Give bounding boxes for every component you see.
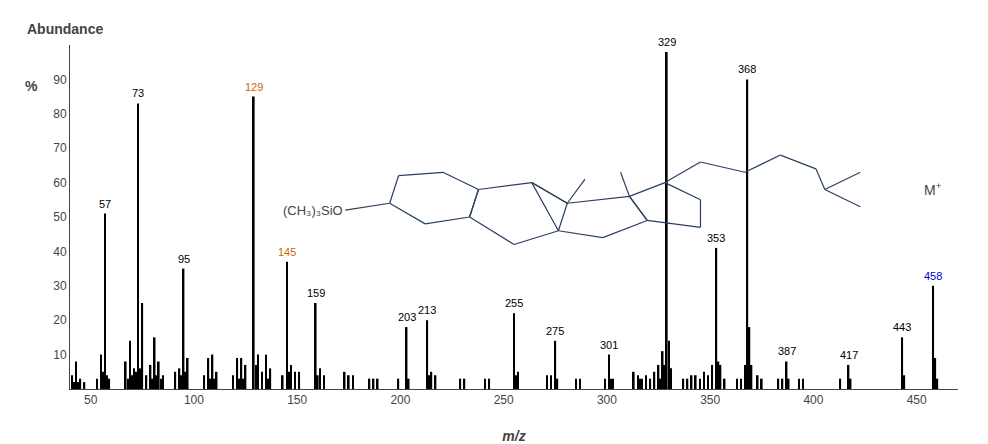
svg-text:95: 95 xyxy=(178,253,190,265)
svg-text:57: 57 xyxy=(99,198,111,210)
svg-text:443: 443 xyxy=(893,321,911,333)
svg-text:301: 301 xyxy=(600,339,618,351)
svg-text:150: 150 xyxy=(287,393,307,407)
svg-text:%: % xyxy=(25,78,38,94)
svg-text:40: 40 xyxy=(53,245,67,259)
svg-text:(CH₃)₃SiO: (CH₃)₃SiO xyxy=(283,203,343,218)
svg-text:275: 275 xyxy=(546,325,564,337)
svg-text:300: 300 xyxy=(597,393,617,407)
svg-text:417: 417 xyxy=(840,349,858,361)
svg-text:73: 73 xyxy=(132,87,144,99)
svg-text:20: 20 xyxy=(53,313,67,327)
svg-text:250: 250 xyxy=(494,393,514,407)
svg-text:30: 30 xyxy=(53,279,67,293)
svg-text:458: 458 xyxy=(924,270,942,282)
svg-text:50: 50 xyxy=(53,210,67,224)
svg-text:50: 50 xyxy=(84,393,98,407)
svg-text:350: 350 xyxy=(700,393,720,407)
svg-text:70: 70 xyxy=(53,141,67,155)
svg-text:255: 255 xyxy=(505,297,523,309)
svg-text:387: 387 xyxy=(778,345,796,357)
svg-text:90: 90 xyxy=(53,73,67,87)
svg-text:Abundance: Abundance xyxy=(27,21,103,37)
svg-text:368: 368 xyxy=(738,63,756,75)
svg-text:m/z: m/z xyxy=(502,428,525,444)
svg-text:353: 353 xyxy=(707,232,725,244)
svg-text:10: 10 xyxy=(53,348,67,362)
svg-text:M​+​: M​+​ xyxy=(924,180,942,198)
svg-text:450: 450 xyxy=(907,393,927,407)
svg-text:213: 213 xyxy=(418,304,436,316)
svg-text:329: 329 xyxy=(658,36,676,48)
svg-text:400: 400 xyxy=(803,393,823,407)
svg-text:129: 129 xyxy=(245,81,263,93)
svg-text:200: 200 xyxy=(390,393,410,407)
svg-text:80: 80 xyxy=(53,107,67,121)
svg-text:145: 145 xyxy=(278,246,296,258)
svg-text:100: 100 xyxy=(184,393,204,407)
svg-text:159: 159 xyxy=(307,287,325,299)
svg-text:203: 203 xyxy=(398,311,416,323)
svg-text:60: 60 xyxy=(53,176,67,190)
